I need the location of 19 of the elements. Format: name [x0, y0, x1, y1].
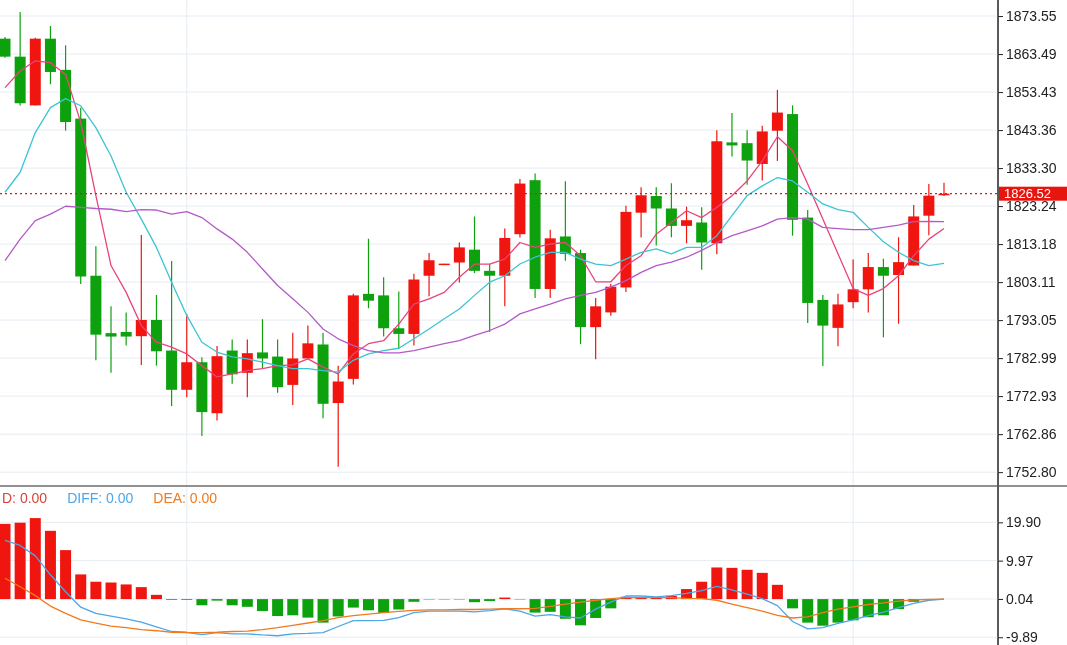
- series-label: D: 0.00: [2, 490, 48, 506]
- y-tick-label: 1833.30: [1006, 160, 1057, 177]
- y-tick-label: 19.90: [1006, 514, 1042, 531]
- y-tick-label: 1803.11: [1006, 274, 1056, 291]
- y-tick-label: 1782.99: [1006, 350, 1057, 367]
- y-tick-label: 1873.55: [1006, 8, 1057, 25]
- text: DEA: 0.00: [153, 490, 218, 506]
- y-tick-label: 1813.18: [1006, 236, 1057, 253]
- text: DIFF: 0.00: [67, 490, 134, 506]
- y-tick-label: 1772.93: [1006, 388, 1057, 405]
- y-tick-label: 1752.80: [1006, 464, 1057, 481]
- y-tick-label: 1843.36: [1006, 122, 1057, 139]
- y-tick-label: 1863.49: [1006, 46, 1057, 63]
- y-tick-label: -9.89: [1006, 629, 1039, 645]
- y-tick-label: 0.04: [1006, 590, 1034, 607]
- y-tick-label: 1762.86: [1006, 426, 1057, 443]
- y-tick-label: 9.97: [1006, 552, 1034, 569]
- y-tick-label: 1793.05: [1006, 312, 1057, 329]
- y-tick-label: 1853.43: [1006, 84, 1057, 101]
